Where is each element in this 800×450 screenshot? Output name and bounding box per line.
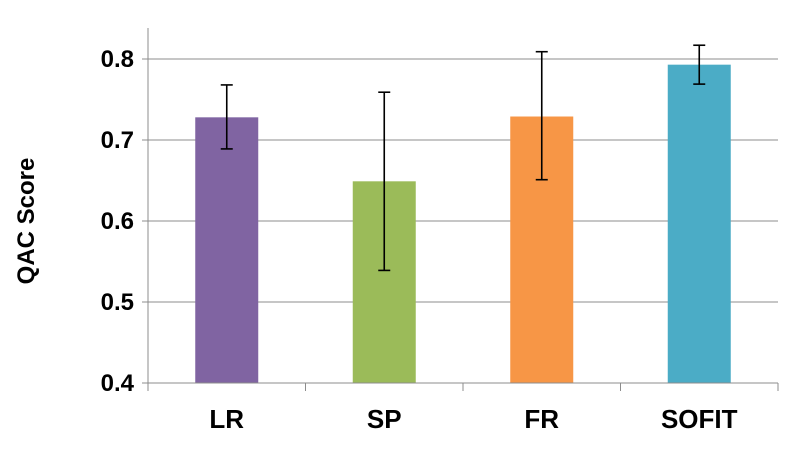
error-bar-fr bbox=[535, 50, 548, 181]
error-bar-lr bbox=[220, 84, 233, 150]
error-bar-sofit bbox=[693, 44, 706, 85]
x-tick-label-fr: FR bbox=[524, 404, 559, 434]
axes bbox=[142, 28, 779, 391]
y-tick-label: 0.7 bbox=[101, 127, 134, 154]
bar-lr bbox=[195, 117, 259, 383]
y-tick-label: 0.5 bbox=[101, 289, 134, 316]
y-tick-label: 0.8 bbox=[101, 46, 134, 73]
error-bars bbox=[220, 44, 706, 272]
y-tick-label: 0.6 bbox=[101, 208, 134, 235]
y-tick-label: 0.4 bbox=[101, 370, 135, 397]
bar-sofit bbox=[667, 64, 731, 384]
x-tick-labels: LR SP FR SOFIT bbox=[209, 404, 737, 434]
x-tick-label-sp: SP bbox=[367, 404, 402, 434]
y-tick-labels: 0.4 0.5 0.6 0.7 0.8 bbox=[101, 46, 135, 397]
bars bbox=[195, 64, 731, 384]
x-tick-label-sofit: SOFIT bbox=[661, 404, 738, 434]
error-bar-sp bbox=[378, 91, 391, 272]
y-axis-title: QAC Score bbox=[13, 158, 40, 285]
x-tick-label-lr: LR bbox=[209, 404, 244, 434]
